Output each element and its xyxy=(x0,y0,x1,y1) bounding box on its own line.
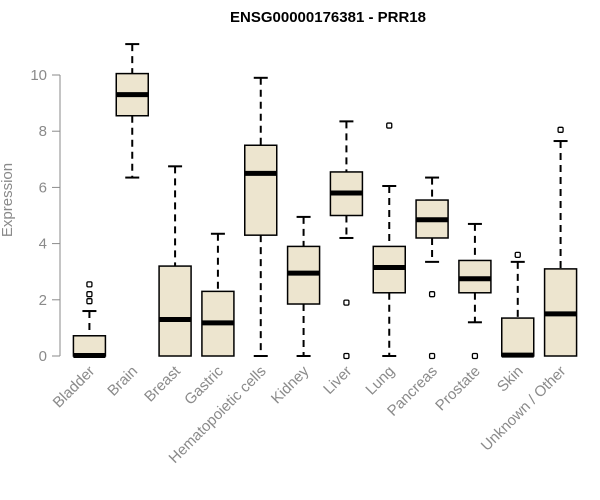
x-tick-label: Skin xyxy=(494,363,527,396)
y-tick-label: 0 xyxy=(39,348,47,365)
box-hematopoietic-cells xyxy=(244,76,278,357)
box-breast xyxy=(158,165,192,357)
outlier-point xyxy=(386,122,393,129)
outlier-point xyxy=(514,251,521,258)
outlier-point xyxy=(86,291,93,298)
box-skin xyxy=(501,251,535,358)
iqr-box xyxy=(501,317,535,357)
box-unknown-other xyxy=(543,126,578,357)
box-lung xyxy=(372,122,406,357)
boxes-group xyxy=(72,43,578,360)
box-pancreas xyxy=(415,176,449,360)
y-tick-label: 2 xyxy=(39,292,47,309)
y-tick-label: 6 xyxy=(39,179,47,196)
x-tick-label: Liver xyxy=(320,363,355,398)
outlier-point xyxy=(343,299,350,306)
y-axis: 0 2 4 6 8 10 xyxy=(30,67,61,365)
chart-title: ENSG00000176381 - PRR18 xyxy=(230,9,426,26)
box-kidney xyxy=(286,215,321,357)
y-tick-label: 4 xyxy=(39,236,47,253)
iqr-box xyxy=(244,144,278,236)
outlier-point xyxy=(471,352,479,360)
box-gastric xyxy=(201,232,235,357)
outlier-point xyxy=(86,281,93,288)
x-tick-label: Prostate xyxy=(432,363,484,415)
outlier-point xyxy=(86,298,93,305)
x-tick-label: Bladder xyxy=(50,363,99,412)
y-tick-label: 8 xyxy=(39,123,47,140)
box-liver xyxy=(329,120,364,360)
x-tick-label: Lung xyxy=(362,363,398,399)
outlier-point xyxy=(557,126,564,133)
box-prostate xyxy=(458,222,492,360)
box-brain xyxy=(115,43,149,179)
box-bladder xyxy=(72,281,107,358)
y-tick-label: 10 xyxy=(30,67,47,84)
x-tick-label: Breast xyxy=(141,362,184,405)
x-tick-label: Brain xyxy=(104,363,141,400)
outlier-point xyxy=(428,291,436,298)
x-tick-label: Kidney xyxy=(268,362,313,407)
iqr-box xyxy=(158,265,192,357)
y-axis-label: Expression xyxy=(0,163,16,237)
outlier-point xyxy=(343,352,350,360)
outlier-point xyxy=(428,352,436,360)
